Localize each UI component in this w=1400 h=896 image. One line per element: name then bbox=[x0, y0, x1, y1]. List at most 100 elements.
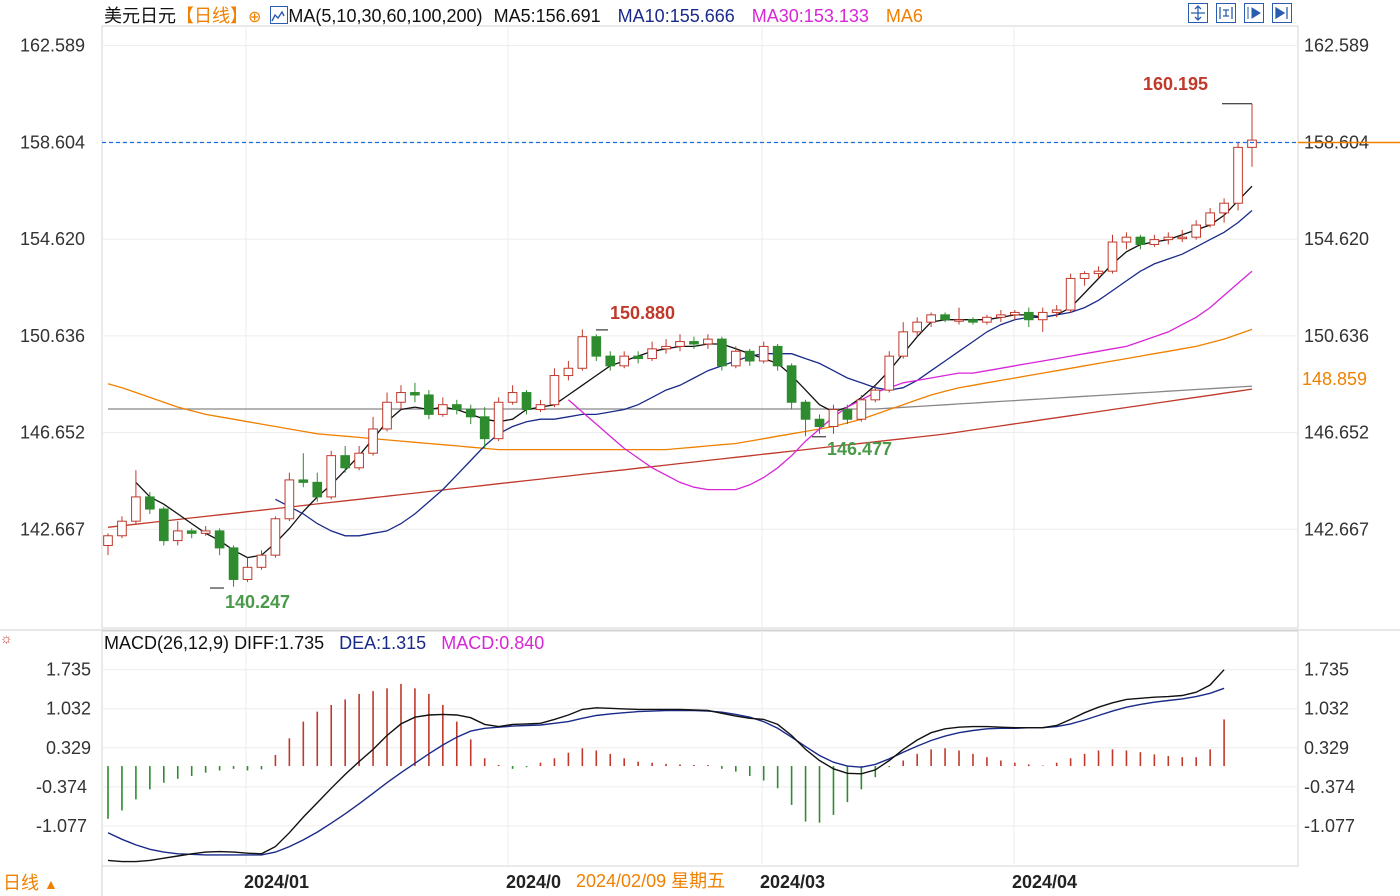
price-tick-left: 162.589 bbox=[20, 36, 85, 56]
candle-body bbox=[940, 314, 950, 321]
candle-body bbox=[856, 399, 867, 420]
candle-body bbox=[424, 394, 434, 415]
x-tick-label: 2024/03 bbox=[760, 872, 825, 892]
candle-body bbox=[842, 409, 853, 420]
candle-body bbox=[605, 355, 616, 367]
candle-body bbox=[368, 428, 378, 454]
annotation-high-150: 150.880 bbox=[610, 303, 675, 323]
price-tick-left: 158.604 bbox=[20, 132, 85, 152]
candle-body bbox=[1177, 236, 1188, 240]
candle-body bbox=[758, 345, 769, 362]
candle-body bbox=[689, 341, 699, 345]
candle-body bbox=[800, 401, 811, 420]
candle-body bbox=[1247, 139, 1257, 148]
macd-name: MACD(26,12,9) bbox=[104, 633, 230, 653]
macd-value: MACD:0.840 bbox=[441, 633, 545, 653]
ma10-line bbox=[275, 210, 1253, 537]
zoom-fit-icon[interactable] bbox=[1188, 3, 1208, 23]
candle-body bbox=[521, 392, 532, 411]
candle-body bbox=[103, 535, 113, 546]
candle-body bbox=[228, 547, 239, 580]
candle-body bbox=[814, 418, 825, 428]
macd-settings-icon[interactable]: ☼ bbox=[0, 630, 13, 646]
x-tick-label: 2024/0 bbox=[506, 872, 561, 892]
candle-body bbox=[158, 508, 169, 542]
candle-body bbox=[912, 321, 922, 333]
x-tick-label: 2024/01 bbox=[244, 872, 309, 892]
candle-body bbox=[1093, 270, 1104, 275]
candle-body bbox=[633, 355, 643, 360]
candle-body bbox=[1107, 241, 1118, 272]
candle-body bbox=[1065, 277, 1076, 311]
ma5-value: MA5:156.691 bbox=[493, 6, 601, 26]
annotation-high-160: 160.195 bbox=[1143, 74, 1208, 94]
candle-body bbox=[954, 319, 964, 322]
candle-body bbox=[131, 496, 141, 522]
candle-body bbox=[1163, 236, 1174, 241]
candle-body bbox=[703, 338, 713, 345]
candle-body bbox=[926, 314, 936, 323]
price-tick-right: 154.620 bbox=[1304, 229, 1369, 249]
candle-body bbox=[898, 331, 909, 357]
play-end-icon[interactable] bbox=[1272, 3, 1292, 23]
ma-settings-icon[interactable] bbox=[270, 6, 289, 24]
candle-body bbox=[214, 530, 225, 549]
candle-body bbox=[1205, 212, 1215, 226]
x-tick-label: 2024/04 bbox=[1012, 872, 1077, 892]
price-tick-left: 146.652 bbox=[20, 423, 85, 443]
candle-body bbox=[1135, 236, 1146, 245]
macd-tick-right: 0.329 bbox=[1304, 738, 1349, 758]
macd-tick-right: -1.077 bbox=[1304, 816, 1355, 836]
candle-body bbox=[870, 389, 881, 401]
macd-tick-right: -0.374 bbox=[1304, 777, 1355, 797]
period-tag[interactable]: 【日线】 bbox=[176, 6, 248, 26]
pair-name: 美元日元 bbox=[104, 6, 176, 26]
candle-body bbox=[884, 355, 895, 391]
zoom-circle-icon[interactable]: ⊕ bbox=[248, 9, 262, 26]
ma30-value: MA30:153.133 bbox=[751, 6, 869, 26]
period-arrow-icon: ▲ bbox=[44, 876, 58, 892]
candle-body bbox=[1051, 309, 1062, 313]
candle-body bbox=[772, 345, 783, 367]
price-tick-right: 162.589 bbox=[1304, 36, 1369, 56]
macd-header: MACD(26,12,9) DIFF:1.735 DEA:1.315 MACD:… bbox=[104, 632, 544, 654]
macd-panel-frame bbox=[101, 630, 1299, 867]
period-selector[interactable]: 日线 ▲ bbox=[3, 872, 58, 895]
candle-body bbox=[591, 336, 602, 357]
candle-body bbox=[647, 348, 657, 360]
candle-body bbox=[1219, 202, 1229, 214]
candle-body bbox=[256, 554, 267, 568]
macd-tick-left: -1.077 bbox=[36, 816, 87, 836]
price-tick-right: 142.667 bbox=[1304, 519, 1369, 539]
candle-body bbox=[717, 338, 727, 367]
candle-body bbox=[1149, 239, 1160, 245]
candle-body bbox=[354, 452, 364, 469]
macd-tick-right: 1.032 bbox=[1304, 699, 1349, 719]
price-tick-right: 146.652 bbox=[1304, 423, 1369, 443]
candle-body bbox=[270, 518, 281, 556]
candle-body bbox=[661, 345, 671, 350]
candle-body bbox=[996, 314, 1006, 318]
macd-tick-left: 1.735 bbox=[46, 660, 91, 680]
candle-body bbox=[549, 375, 560, 406]
macd-tick-left: -0.374 bbox=[36, 777, 87, 797]
ma6-value: MA6 bbox=[885, 6, 923, 26]
price-tick-left: 154.620 bbox=[20, 229, 85, 249]
candle-body bbox=[1037, 311, 1048, 321]
candle-body bbox=[117, 520, 127, 537]
candle-body bbox=[730, 350, 741, 367]
diff-line bbox=[107, 669, 1225, 863]
candle-body bbox=[1233, 146, 1243, 204]
zoom-in-icon[interactable] bbox=[1216, 3, 1236, 23]
macd-tick-left: 0.329 bbox=[46, 738, 91, 758]
play-forward-icon[interactable] bbox=[1244, 3, 1264, 23]
candle-body bbox=[828, 409, 839, 428]
candle-body bbox=[982, 316, 992, 323]
candle-body bbox=[1079, 273, 1090, 279]
ma30-line bbox=[567, 270, 1253, 491]
diff-value: DIFF:1.735 bbox=[234, 633, 325, 653]
candle-body bbox=[1023, 311, 1034, 321]
price-panel-frame bbox=[101, 25, 1299, 629]
ma5-line bbox=[135, 185, 1253, 559]
